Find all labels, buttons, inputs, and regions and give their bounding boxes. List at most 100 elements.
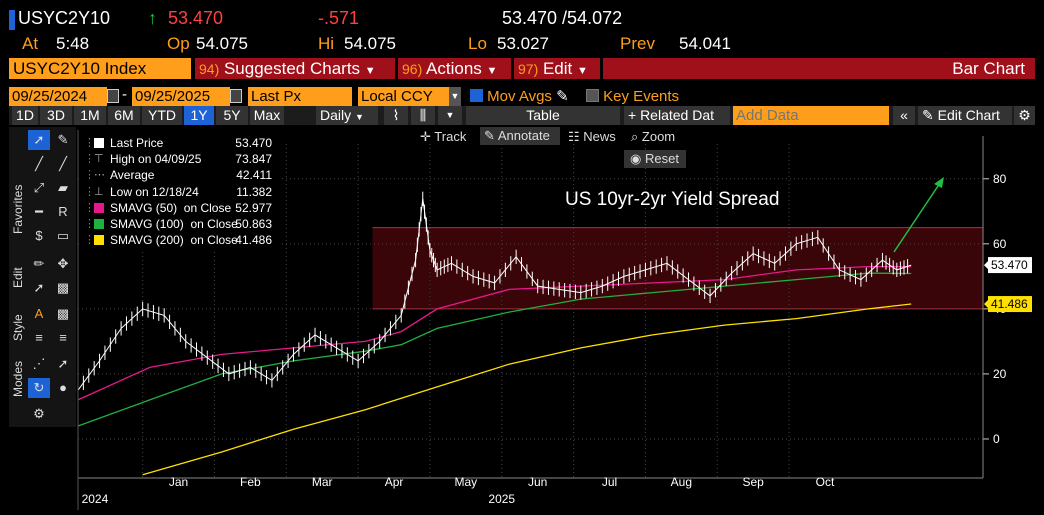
suggested-charts-menu[interactable]: 94) Suggested Charts ▼ bbox=[195, 58, 395, 79]
track-button[interactable]: ✛ Track bbox=[420, 129, 466, 145]
legend-marker-icon: ⊥ bbox=[94, 185, 104, 198]
segment-tool-icon[interactable]: ⤢ bbox=[33, 180, 45, 195]
period-button-max[interactable]: Max bbox=[250, 106, 284, 125]
legend-value: 11.382 bbox=[236, 184, 272, 199]
legend-row[interactable]: ⋮ SMAVG (100) on Close 50.863 bbox=[84, 217, 272, 231]
zoom-button[interactable]: ⌕ Zoom bbox=[631, 129, 675, 145]
chart-legend: ⋮ Last Price 53.470 ⋮ ⊤ High on 04/09/25 73.84… bbox=[80, 134, 282, 249]
legend-handle-icon[interactable]: ⋮ bbox=[84, 137, 95, 149]
period-button-ytd[interactable]: YTD bbox=[142, 106, 182, 125]
palette-mode-icon[interactable]: ● bbox=[59, 380, 67, 395]
y-tick-label: 0 bbox=[993, 432, 1000, 446]
channel-tool-icon[interactable]: ▰ bbox=[58, 180, 68, 195]
settings-gear-icon[interactable]: ⚙ bbox=[33, 406, 45, 421]
chart-type-bar[interactable]: Bar Chart bbox=[603, 58, 1035, 79]
pen-tool-icon[interactable]: ✎ bbox=[57, 132, 69, 147]
legend-row[interactable]: ⋮ ⋯ Average 42.411 bbox=[84, 168, 272, 182]
legend-handle-icon[interactable]: ⋮ bbox=[84, 185, 95, 198]
mov-avgs-toggle[interactable]: Mov Avgs ✎ bbox=[470, 87, 569, 106]
frequency-label: Daily bbox=[320, 107, 352, 123]
news-button[interactable]: ☷ News bbox=[568, 129, 616, 145]
line-weight-icon[interactable]: ≡ bbox=[35, 330, 43, 345]
legend-row[interactable]: ⋮ ⊥ Low on 12/18/24 11.382 bbox=[84, 185, 272, 199]
edit-menu[interactable]: 97) Edit ▼ bbox=[514, 58, 600, 79]
period-button-6m[interactable]: 6M bbox=[108, 106, 140, 125]
gear-icon[interactable]: ⚙ bbox=[1014, 106, 1035, 125]
collapse-icon[interactable]: « bbox=[893, 106, 915, 125]
legend-handle-icon[interactable]: ⋮ bbox=[84, 153, 95, 166]
calendar-icon[interactable] bbox=[107, 89, 119, 103]
period-button-1m[interactable]: 1M bbox=[74, 106, 106, 125]
start-date-field[interactable]: 09/25/2024 bbox=[9, 87, 107, 106]
legend-row[interactable]: ⋮ SMAVG (50) on Close 52.977 bbox=[84, 201, 272, 215]
table-label: Table bbox=[526, 107, 560, 123]
brush-tool-icon[interactable]: ✏ bbox=[33, 256, 45, 271]
reset-button[interactable]: ◉ Reset bbox=[624, 150, 686, 168]
chart-line-icon[interactable]: ⌇ bbox=[384, 106, 408, 125]
edit-chart-button[interactable]: ✎ Edit Chart bbox=[918, 106, 1012, 125]
line-tool-icon[interactable]: ╱ bbox=[35, 156, 43, 171]
legend-row[interactable]: ⋮ ⊤ High on 04/09/25 73.847 bbox=[84, 152, 272, 166]
key-events-checkbox[interactable] bbox=[586, 89, 599, 102]
move-tool-icon[interactable]: ✥ bbox=[57, 256, 69, 271]
text-tool-icon[interactable]: A bbox=[34, 306, 44, 321]
actions-menu[interactable]: 96) Actions ▼ bbox=[398, 58, 511, 79]
calendar-icon[interactable] bbox=[230, 89, 242, 103]
legend-handle-icon[interactable]: ⋮ bbox=[84, 169, 95, 182]
x-month-label: Mar bbox=[312, 475, 333, 489]
chart-style-caret-icon[interactable]: ▼ bbox=[438, 106, 462, 125]
crosshair-mode-icon[interactable]: ⋰ bbox=[32, 356, 46, 371]
select-tool-icon[interactable]: ➚ bbox=[33, 280, 45, 295]
legend-handle-icon[interactable]: ⋮ bbox=[84, 201, 95, 214]
legend-row[interactable]: ⋮ Last Price 53.470 bbox=[84, 136, 272, 150]
currency-dropdown-icon[interactable]: ▼ bbox=[449, 87, 461, 106]
sma100-line bbox=[77, 272, 912, 427]
period-button-3d[interactable]: 3D bbox=[40, 106, 72, 125]
legend-handle-icon[interactable]: ⋮ bbox=[84, 218, 95, 230]
legend-swatch bbox=[94, 219, 104, 229]
open-value: 54.075 bbox=[196, 34, 248, 53]
trend-arrow-head bbox=[934, 177, 944, 188]
rectangle-tool-icon[interactable]: ▭ bbox=[56, 228, 70, 243]
legend-label: SMAVG (200) on Close bbox=[110, 233, 238, 248]
field-select[interactable]: Last Px bbox=[248, 87, 352, 106]
refresh-mode-icon[interactable]: ↻ bbox=[28, 378, 50, 398]
annotate-button[interactable]: ✎ Annotate bbox=[480, 127, 560, 145]
frequency-select[interactable]: Daily ▼ bbox=[316, 106, 378, 125]
ray-tool-icon[interactable]: ╱ bbox=[59, 156, 67, 171]
cursor-tool-icon[interactable]: ➚ bbox=[28, 130, 50, 150]
legend-label: Last Price bbox=[110, 136, 164, 150]
chart-annotation-title[interactable]: US 10yr-2yr Yield Spread bbox=[565, 189, 780, 210]
mov-avgs-checkbox[interactable] bbox=[470, 89, 483, 102]
key-events-toggle[interactable]: Key Events bbox=[586, 87, 679, 106]
retracement-tool-icon[interactable]: R bbox=[58, 204, 68, 219]
legend-row[interactable]: ⋮ SMAVG (200) on Close 41.486 bbox=[84, 233, 272, 247]
related-data-button[interactable]: + Related Dat bbox=[624, 106, 730, 125]
zoom-label: Zoom bbox=[641, 129, 676, 144]
x-month-label: May bbox=[455, 475, 478, 489]
fill-tool-icon[interactable]: ▩ bbox=[56, 280, 70, 295]
line-style-icon[interactable]: ≡ bbox=[59, 330, 67, 345]
period-button-1y[interactable]: 1Y bbox=[184, 106, 214, 125]
period-button-1d[interactable]: 1D bbox=[12, 106, 38, 125]
currency-select[interactable]: Local CCY bbox=[358, 87, 449, 106]
pointer-mode-icon[interactable]: ➚ bbox=[57, 356, 69, 371]
pencil-icon[interactable]: ✎ bbox=[556, 88, 569, 105]
chart-bar-icon[interactable]: ⫼ bbox=[411, 106, 435, 125]
legend-handle-icon[interactable]: ⋮ bbox=[84, 234, 95, 247]
security-field[interactable]: USYC2Y10 Index bbox=[9, 58, 191, 79]
trend-arrow-line bbox=[893, 179, 943, 253]
date-separator: - bbox=[122, 86, 127, 103]
add-data-input[interactable] bbox=[733, 106, 889, 125]
period-button-5y[interactable]: 5Y bbox=[216, 106, 248, 125]
end-date-field[interactable]: 09/25/2025 bbox=[132, 87, 230, 106]
mov-avgs-label: Mov Avgs bbox=[487, 88, 552, 105]
legend-value: 73.847 bbox=[235, 152, 272, 167]
fib-tool-icon[interactable]: $ bbox=[35, 228, 43, 243]
hline-tool-icon[interactable]: ━ bbox=[35, 204, 43, 219]
x-year-label: 2025 bbox=[488, 492, 515, 506]
color-swatch-icon[interactable]: ▩ bbox=[56, 306, 70, 321]
table-button[interactable]: Table bbox=[466, 106, 620, 125]
edit-chart-label: Edit Chart bbox=[937, 107, 1000, 123]
